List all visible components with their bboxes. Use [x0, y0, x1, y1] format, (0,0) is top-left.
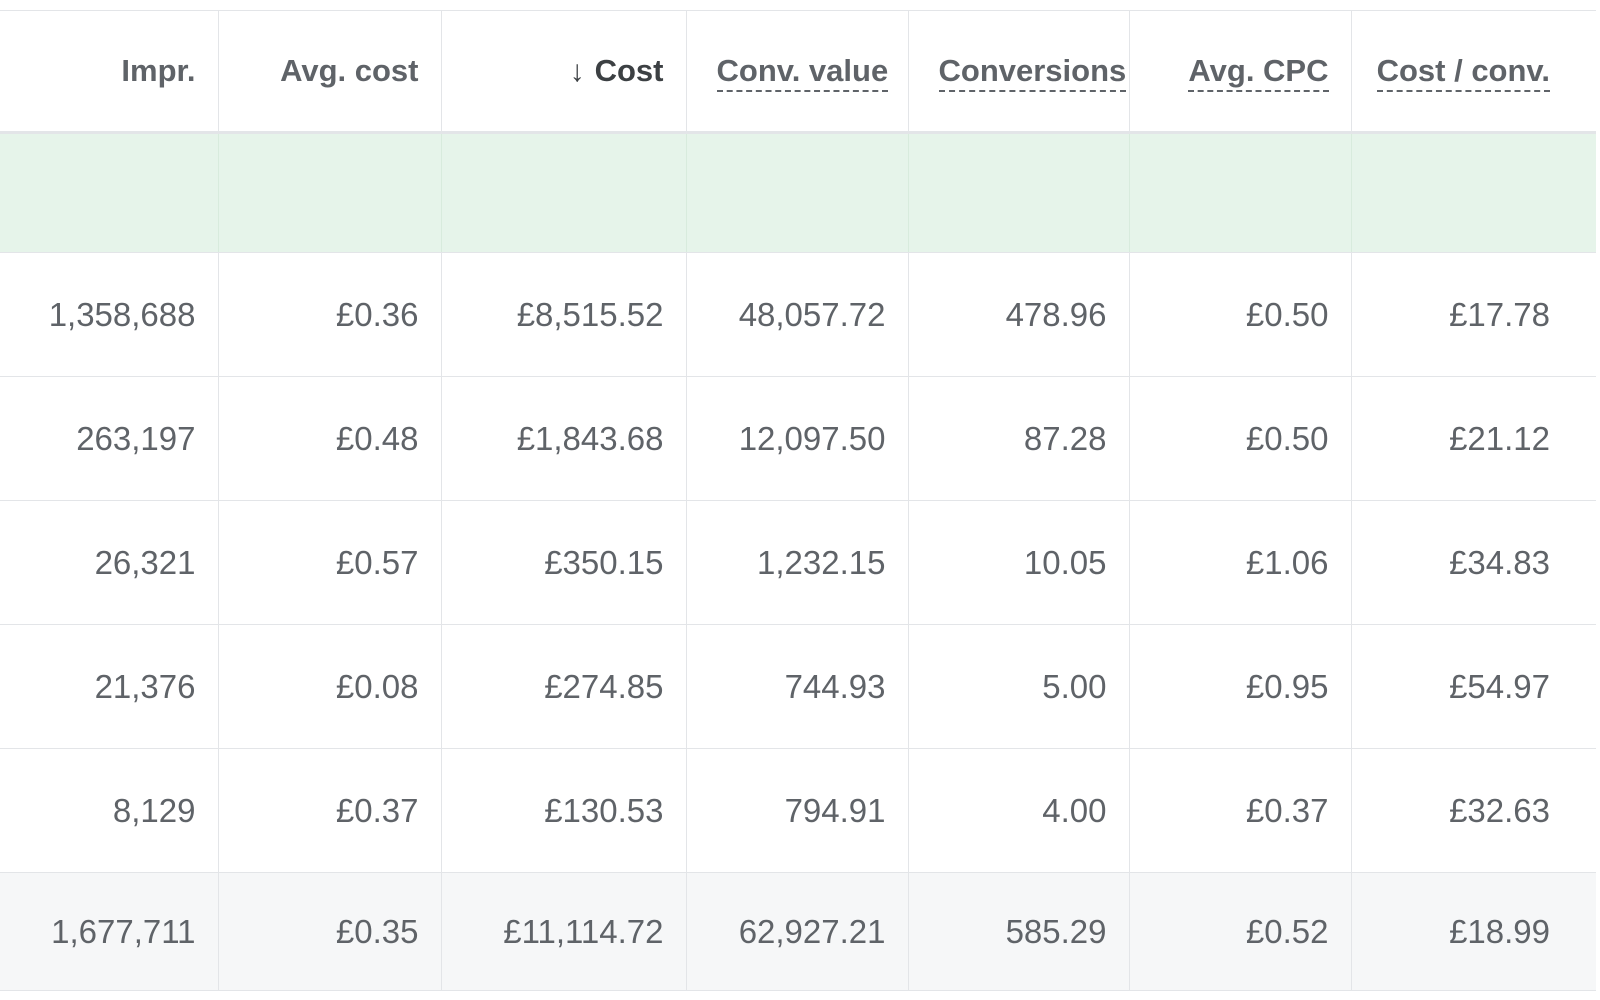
avg-cpc-cell: £1.06 — [1129, 500, 1352, 625]
conv-value-cell: 1,232.15 — [686, 500, 909, 625]
cost-cell: £350.15 — [441, 500, 687, 625]
cost-per-conv-cell: £34.83 — [1351, 500, 1596, 625]
avg-cpc-cell: £0.37 — [1129, 748, 1352, 873]
conversions-cell: 4.00 — [908, 748, 1130, 873]
cost-per-conv-cell: £32.63 — [1351, 748, 1596, 873]
conv-value-cell: 12,097.50 — [686, 376, 909, 501]
column-header-label: Avg. cost — [280, 53, 419, 88]
impressions-cell: 263,197 — [0, 376, 219, 501]
table-cell — [0, 132, 219, 253]
column-header-avg-cpc[interactable]: Avg. CPC — [1129, 10, 1352, 134]
total-conversions-cell: 585.29 — [908, 872, 1130, 991]
column-header-conversions[interactable]: Conversions — [908, 10, 1130, 134]
table-cell — [1351, 132, 1596, 253]
table-cell — [686, 132, 909, 253]
avg-cpc-cell: £0.95 — [1129, 624, 1352, 749]
table-cell — [1129, 132, 1352, 253]
avg-cost-cell: £0.57 — [218, 500, 442, 625]
table-cell — [908, 132, 1130, 253]
total-row: 1,677,711 £0.35 £11,114.72 62,927.21 585… — [0, 872, 1596, 991]
total-conv-value-cell: 62,927.21 — [686, 872, 909, 991]
conversions-cell: 478.96 — [908, 252, 1130, 377]
column-header-conv-value[interactable]: Conv. value — [686, 10, 909, 134]
column-header-label: Cost — [594, 53, 664, 88]
table-row[interactable]: 21,376 £0.08 £274.85 744.93 5.00 £0.95 £… — [0, 624, 1596, 749]
conv-value-cell: 744.93 — [686, 624, 909, 749]
table-row[interactable]: 26,321 £0.57 £350.15 1,232.15 10.05 £1.0… — [0, 500, 1596, 625]
conversions-cell: 87.28 — [908, 376, 1130, 501]
avg-cost-cell: £0.48 — [218, 376, 442, 501]
impressions-cell: 21,376 — [0, 624, 219, 749]
cost-per-conv-cell: £21.12 — [1351, 376, 1596, 501]
total-cost-cell: £11,114.72 — [441, 872, 687, 991]
column-header-avg-cost[interactable]: Avg. cost — [218, 10, 442, 134]
impressions-cell: 26,321 — [0, 500, 219, 625]
table-cell — [441, 132, 687, 253]
cost-cell: £1,843.68 — [441, 376, 687, 501]
avg-cost-cell: £0.37 — [218, 748, 442, 873]
avg-cpc-cell: £0.50 — [1129, 376, 1352, 501]
arrow-down-icon: ↓ — [569, 55, 585, 88]
conversions-cell: 10.05 — [908, 500, 1130, 625]
column-header-label: Conversions — [938, 53, 1127, 92]
column-header-label: Conv. value — [716, 53, 889, 92]
impressions-cell: 1,358,688 — [0, 252, 219, 377]
column-header-label: Avg. CPC — [1188, 53, 1329, 92]
cost-cell: £8,515.52 — [441, 252, 687, 377]
conversions-cell: 5.00 — [908, 624, 1130, 749]
avg-cost-cell: £0.08 — [218, 624, 442, 749]
table-row[interactable]: 1,358,688 £0.36 £8,515.52 48,057.72 478.… — [0, 252, 1596, 377]
table-header: Impr. Avg. cost ↓ Cost Conv. value Conver… — [0, 10, 1596, 134]
header-row: Impr. Avg. cost ↓ Cost Conv. value Conver… — [0, 10, 1596, 134]
cost-cell: £274.85 — [441, 624, 687, 749]
table-row[interactable]: 8,129 £0.37 £130.53 794.91 4.00 £0.37 £3… — [0, 748, 1596, 873]
report-table: Impr. Avg. cost ↓ Cost Conv. value Conver… — [0, 10, 1596, 991]
report-table-container: Impr. Avg. cost ↓ Cost Conv. value Conver… — [0, 10, 1596, 1000]
total-avg-cost-cell: £0.35 — [218, 872, 442, 991]
highlighted-row — [0, 132, 1596, 253]
conv-value-cell: 48,057.72 — [686, 252, 909, 377]
column-header-label: Impr. — [121, 53, 196, 88]
column-header-cost-per-conv[interactable]: Cost / conv. — [1351, 10, 1596, 134]
total-cost-per-conv-cell: £18.99 — [1351, 872, 1596, 991]
table-row[interactable]: 263,197 £0.48 £1,843.68 12,097.50 87.28 … — [0, 376, 1596, 501]
column-header-cost[interactable]: ↓ Cost — [441, 10, 687, 134]
table-cell — [218, 132, 442, 253]
impressions-cell: 8,129 — [0, 748, 219, 873]
total-impressions-cell: 1,677,711 — [0, 872, 219, 991]
cost-per-conv-cell: £17.78 — [1351, 252, 1596, 377]
total-avg-cpc-cell: £0.52 — [1129, 872, 1352, 991]
conv-value-cell: 794.91 — [686, 748, 909, 873]
column-header-label: Cost / conv. — [1376, 53, 1550, 92]
column-header-impressions[interactable]: Impr. — [0, 10, 219, 134]
table-body: 1,358,688 £0.36 £8,515.52 48,057.72 478.… — [0, 132, 1596, 991]
cost-cell: £130.53 — [441, 748, 687, 873]
cost-per-conv-cell: £54.97 — [1351, 624, 1596, 749]
avg-cost-cell: £0.36 — [218, 252, 442, 377]
avg-cpc-cell: £0.50 — [1129, 252, 1352, 377]
